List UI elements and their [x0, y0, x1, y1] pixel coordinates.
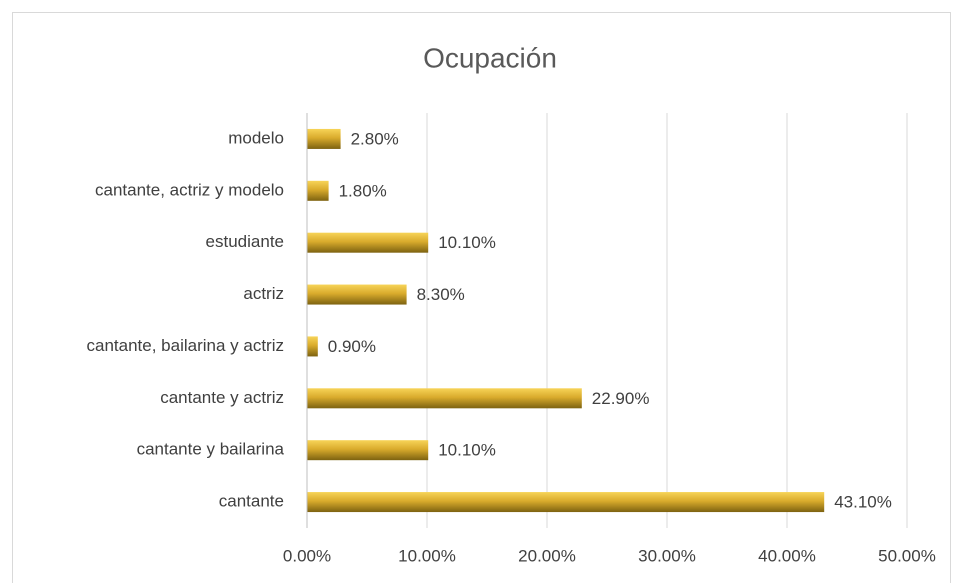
y-tick-label: cantante y bailarina: [137, 440, 285, 459]
x-tick-label: 0.00%: [283, 546, 331, 565]
data-label: 2.80%: [351, 129, 399, 148]
y-tick-label: cantante, actriz y modelo: [95, 180, 284, 199]
y-tick-label: cantante: [219, 492, 284, 511]
data-label: 43.10%: [834, 493, 892, 512]
y-tick-label: cantante, bailarina y actriz: [87, 336, 285, 355]
x-tick-label: 30.00%: [638, 546, 696, 565]
data-label: 22.90%: [592, 389, 650, 408]
y-tick-label: modelo: [228, 128, 284, 147]
bar: [307, 180, 329, 201]
x-tick-label: 40.00%: [758, 546, 816, 565]
chart-title: Ocupación: [423, 42, 557, 73]
bar: [307, 336, 318, 357]
data-label: 10.10%: [438, 441, 496, 460]
x-tick-label: 50.00%: [878, 546, 936, 565]
y-tick-label: cantante y actriz: [160, 388, 284, 407]
y-tick-label: actriz: [243, 284, 284, 303]
bar: [307, 440, 429, 461]
bar: [307, 492, 825, 513]
bar: [307, 284, 407, 305]
data-label: 1.80%: [339, 181, 387, 200]
data-label: 10.10%: [438, 233, 496, 252]
y-tick-label: estudiante: [206, 232, 284, 251]
data-label: 0.90%: [328, 337, 376, 356]
bar: [307, 128, 341, 149]
bar: [307, 232, 429, 253]
chart-frame: [12, 12, 951, 583]
bar: [307, 388, 582, 409]
data-label: 8.30%: [417, 285, 465, 304]
x-tick-label: 10.00%: [398, 546, 456, 565]
x-tick-label: 20.00%: [518, 546, 576, 565]
